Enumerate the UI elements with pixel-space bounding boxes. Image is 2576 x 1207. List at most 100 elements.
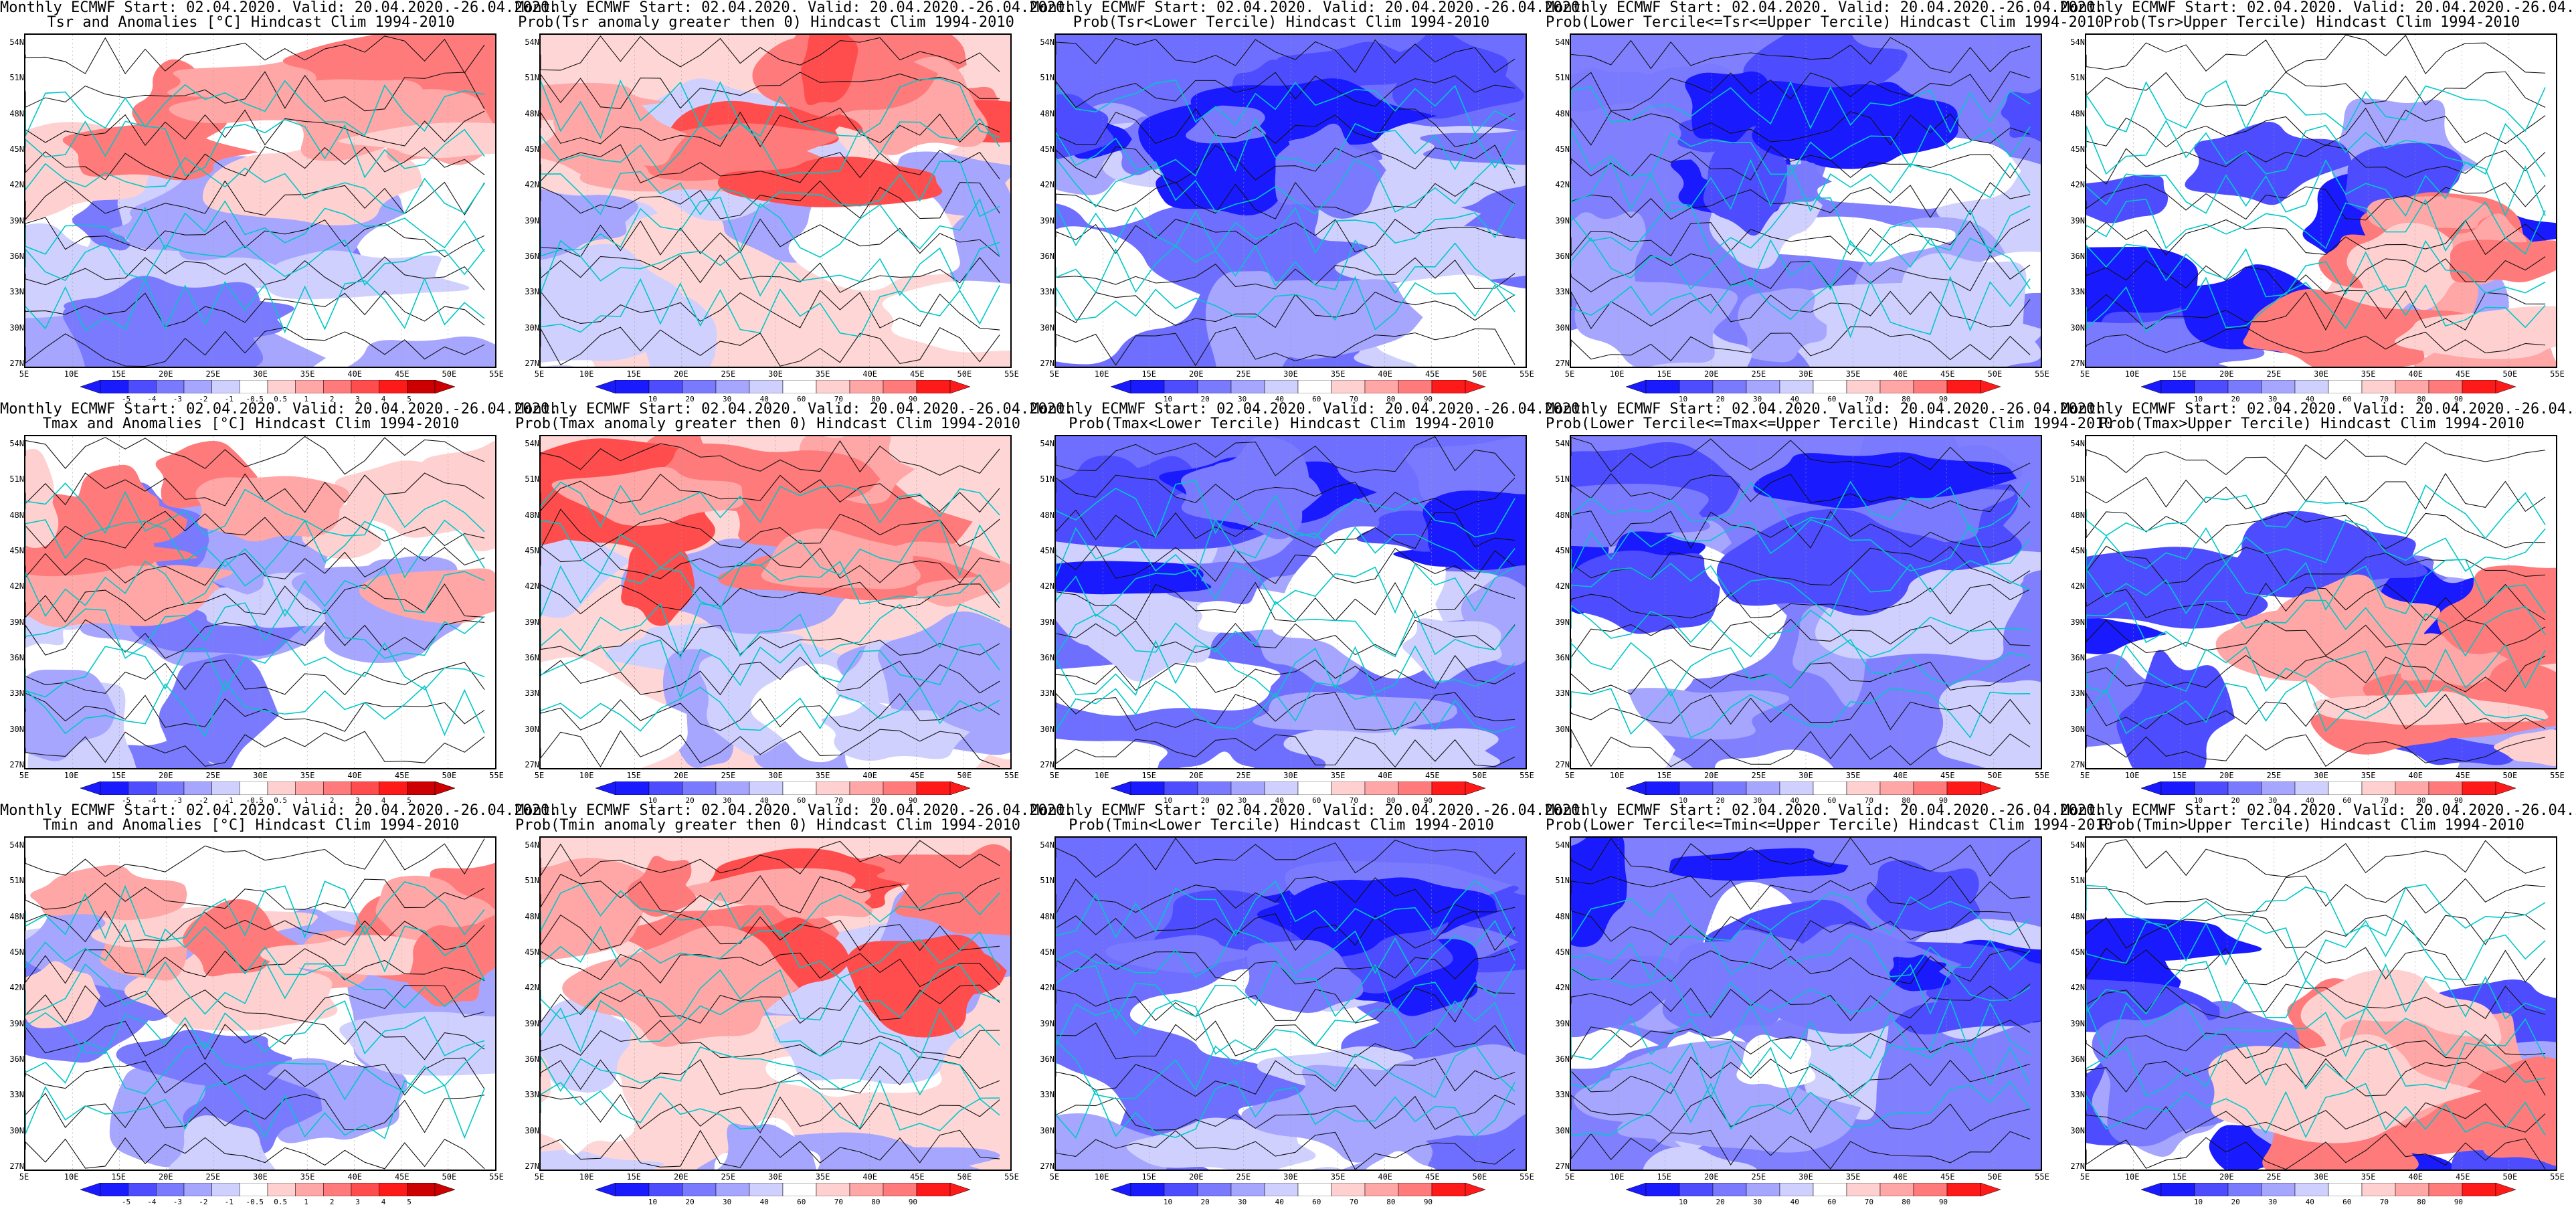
colorbar-swatch [211,1183,240,1196]
colorbar-swatch [1712,781,1747,795]
latitude-label: 42N [525,581,539,591]
map-area [1570,836,2042,1171]
coastline [541,1000,1000,1060]
colorbar-arrow-left [2141,781,2162,795]
colorbar-swatch [2194,1183,2229,1196]
colorbar-swatch [1130,380,1165,393]
colorbar-swatch [849,380,884,393]
coastline [1056,563,1515,618]
colorbar [2141,1183,2516,1196]
panel-title: Monthly ECMWF Start: 02.04.2020. Valid: … [0,0,559,16]
temperature-contour [541,290,1000,331]
colorbar-tick-label: 90 [2454,395,2464,403]
longitude-label: 5E [1564,369,1575,379]
colorbar-arrow-left [2141,380,2162,393]
colorbar [1626,781,2001,795]
latitude-label: 48N [9,911,24,921]
colorbar-swatch [883,1183,917,1196]
colorbar-swatch [1746,380,1780,393]
colorbar-arrow-left [595,781,616,795]
colorbar-swatch [1197,380,1232,393]
colorbar-tick-label: 70 [834,395,843,403]
temperature-contour [2086,875,2546,914]
colorbar-swatch [615,380,650,393]
colorbar-arrow-right [434,781,455,795]
colorbar-tick-label: 10 [2193,395,2203,403]
colorbar-swatch [2328,781,2363,795]
longitude-label: 45E [2455,1172,2470,1182]
shaded-region [1716,508,1984,616]
temperature-contour [25,327,485,367]
shaded-region [1420,130,1526,165]
colorbar-swatch [1364,380,1399,393]
latitude-label: 45N [1555,546,1570,555]
colorbar-tick-label: 10 [648,796,658,805]
longitude-label: 15E [1657,1172,1672,1182]
colorbar-swatch [2328,380,2363,393]
temperature-contour [25,659,485,696]
shaded-region [1571,676,1675,768]
latitude-label: 30N [2070,724,2085,734]
colorbar [80,380,455,393]
colorbar-swatch [1230,781,1265,795]
colorbar-swatch [211,380,240,393]
longitude-label: 25E [1236,1172,1251,1182]
longitude-label: 45E [1940,369,1955,379]
colorbar-tick-label: 70 [1864,796,1873,805]
temperature-contour [25,985,485,1024]
colorbar-swatch [2395,781,2429,795]
latitude-label: 33N [1555,1090,1570,1100]
longitude-label: 40E [2408,1172,2423,1182]
colorbar-tick-label: 20 [1716,395,1725,403]
latitude-label: 36N [2070,1054,2085,1064]
latitude-label: 54N [2070,37,2085,47]
colorbar-tick-label: 80 [871,1198,881,1206]
colorbar-tick-label: 0.5 [274,796,288,805]
colorbar-swatch [715,380,750,393]
forecast-map-panel: Monthly ECMWF Start: 02.04.2020. Valid: … [2061,803,2576,1207]
latitude-label: 33N [1040,1090,1054,1100]
temperature-contour [541,72,1000,109]
panel-title: Monthly ECMWF Start: 02.04.2020. Valid: … [0,401,559,417]
longitude-label: 15E [1141,369,1157,379]
colorbar-tick-label: -4 [147,395,157,403]
latitude-label: 42N [525,983,539,993]
coastline [1571,892,2031,942]
longitude-label: 5E [19,369,29,379]
longitude-label: 45E [394,369,409,379]
latitude-label: 36N [9,653,24,662]
colorbar [595,1183,970,1196]
temperature-contour [2086,984,2546,1020]
colorbar-tick-label: 40 [1790,1198,1799,1206]
colorbar-swatch [267,781,296,795]
colorbar-tick-label: 20 [1716,1198,1725,1206]
coastline [25,80,485,136]
colorbar-swatch [816,1183,850,1196]
colorbar-tick-label: 60 [797,395,806,403]
colorbar-swatch [295,380,324,393]
colorbar-tick-label: 60 [2342,395,2352,403]
shaded-region [562,925,800,1047]
forecast-map-panel: Monthly ECMWF Start: 02.04.2020. Valid: … [1030,0,1588,403]
shaded-region [1056,226,1200,365]
temperature-contour [25,217,485,258]
coastline [541,639,1000,699]
latitude-label: 27N [2070,1162,2085,1171]
longitude-label: 45E [394,1172,409,1182]
colorbar-swatch [2160,380,2195,393]
colorbar-tick-label: 20 [1200,395,1210,403]
shaded-region [2437,565,2556,654]
colorbar-tick-label: 70 [1349,1198,1358,1206]
latitude-label: 54N [1040,439,1054,448]
latitude-label: 33N [9,688,24,699]
latitude-label: 36N [1040,252,1054,261]
latitude-label: 27N [2070,359,2085,368]
latitude-label: 30N [2070,322,2085,333]
longitude-label: 5E [534,771,545,780]
temperature-contour [1571,1129,2031,1170]
map-canvas [2086,838,2556,1170]
shaded-region [1643,1146,1758,1170]
temperature-contour [541,107,1000,148]
latitude-label: 42N [525,180,539,190]
longitude-label: 5E [1049,771,1060,780]
